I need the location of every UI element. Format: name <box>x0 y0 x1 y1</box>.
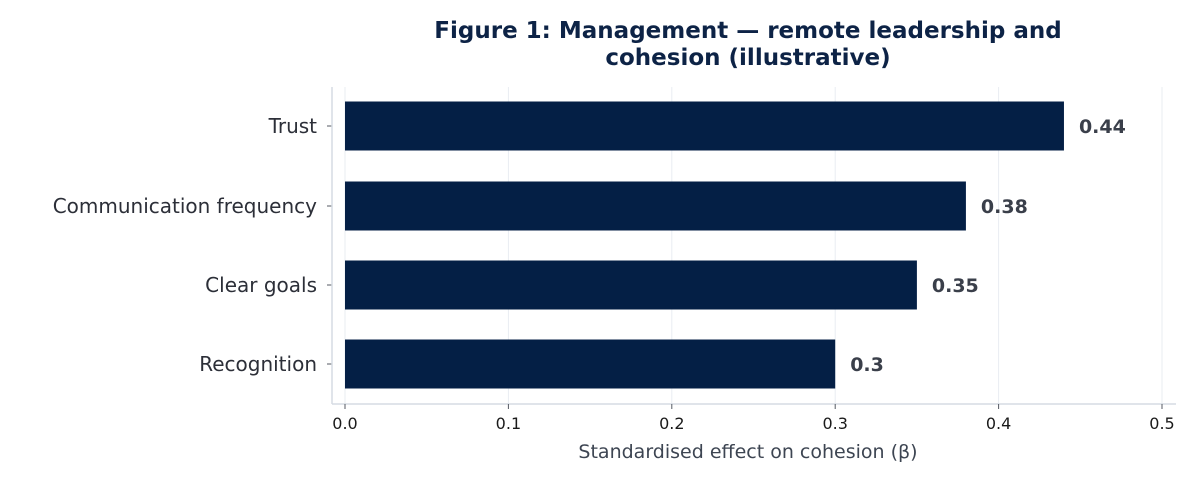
category-label-0: Trust <box>268 114 318 138</box>
bar-3 <box>345 339 836 389</box>
x-tick-label-1: 0.1 <box>496 414 521 433</box>
value-label-2: 0.35 <box>932 275 979 297</box>
value-label-1: 0.38 <box>981 196 1028 218</box>
x-tick-label-5: 0.5 <box>1149 414 1174 433</box>
category-label-3: Recognition <box>199 352 317 376</box>
category-label-2: Clear goals <box>205 273 317 297</box>
value-label-3: 0.3 <box>850 354 884 376</box>
axes <box>327 87 1176 409</box>
x-axis-title: Standardised effect on cohesion (β) <box>578 441 917 463</box>
labels: 0.44 Trust 0.38 Communication frequency 0.35… <box>53 114 1175 433</box>
bar-1 <box>345 181 966 231</box>
x-tick-label-3: 0.3 <box>822 414 847 433</box>
x-tick-label-2: 0.2 <box>659 414 684 433</box>
chart-title-line-1: Figure 1: Management — remote leadership… <box>434 18 1061 44</box>
bar-2 <box>345 260 917 310</box>
bars <box>345 101 1064 389</box>
x-tick-label-4: 0.4 <box>986 414 1011 433</box>
x-tick-label-0: 0.0 <box>332 414 357 433</box>
chart-title-line-2: cohesion (illustrative) <box>605 45 890 71</box>
bar-0 <box>345 101 1064 151</box>
category-label-1: Communication frequency <box>53 194 317 218</box>
value-label-0: 0.44 <box>1079 116 1126 138</box>
